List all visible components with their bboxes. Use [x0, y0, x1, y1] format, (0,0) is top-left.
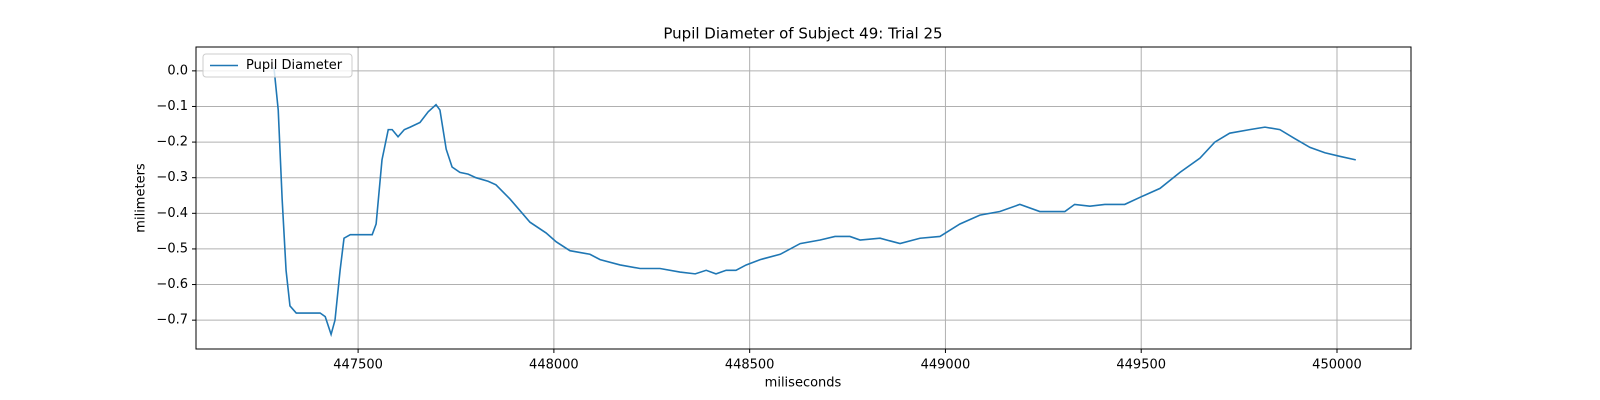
legend-box [202, 53, 353, 78]
y-tick-label: −0.5 [156, 241, 188, 256]
data-line [273, 67, 1356, 338]
y-tick-label: −0.7 [156, 313, 188, 328]
x-tick-label: 448000 [529, 358, 579, 373]
y-tick-label: −0.2 [156, 135, 188, 150]
plot-frame [195, 46, 1412, 350]
x-tick-label: 450000 [1312, 358, 1362, 373]
x-tick-label: 449000 [921, 358, 971, 373]
y-tick-label: −0.3 [156, 170, 188, 185]
x-tick-label: 449500 [1116, 358, 1166, 373]
x-axis-label: miliseconds [765, 376, 842, 391]
legend-label: Pupil Diameter [246, 58, 343, 73]
y-tick-label: 0.0 [167, 63, 188, 78]
x-tick-label: 447500 [333, 358, 383, 373]
y-tick-label: −0.6 [156, 277, 188, 292]
y-axis-label: milimeters [134, 163, 149, 233]
y-tick-label: −0.1 [156, 99, 188, 114]
chart-title: Pupil Diameter of Subject 49: Trial 25 [663, 25, 942, 43]
x-tick-label: 448500 [725, 358, 775, 373]
y-tick-label: −0.4 [156, 206, 188, 221]
